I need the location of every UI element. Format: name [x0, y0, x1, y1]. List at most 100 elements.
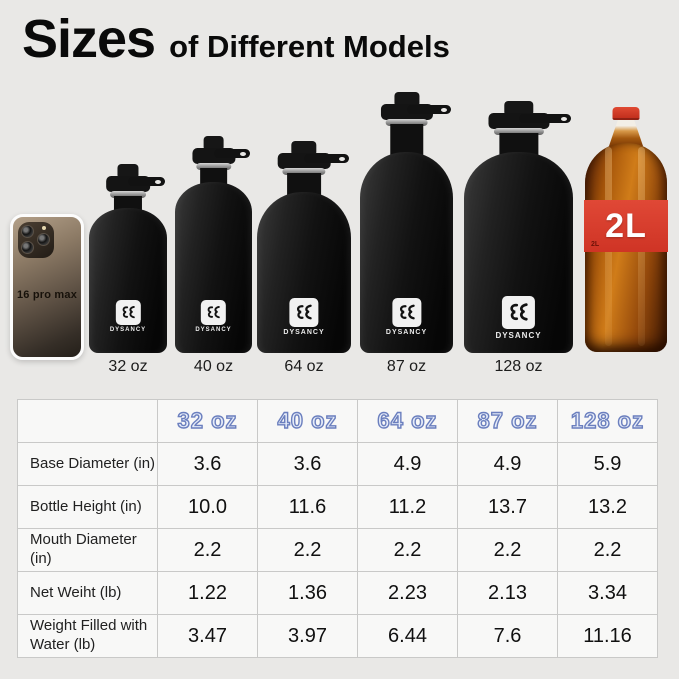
spec-row-label: Base Diameter (in): [17, 442, 158, 486]
spec-col-header: 64 oz: [357, 399, 458, 443]
handle-hole: [240, 151, 247, 156]
bottle-size-label: 32 oz: [108, 358, 148, 375]
spec-value: 1.36: [257, 571, 358, 615]
spec-value: 13.2: [557, 485, 658, 529]
spec-value: 3.6: [257, 442, 358, 486]
brand-logo-icon: [510, 302, 528, 321]
bottle-rim: [493, 128, 544, 135]
spec-row: Bottle Height (in) 10.0 11.6 11.2 13.7 13.2: [17, 485, 658, 529]
spec-row-label: Net Weiht (lb): [17, 571, 158, 615]
bottle-body: [89, 208, 167, 353]
title-main: Sizes: [22, 9, 156, 69]
spec-value: 3.6: [157, 442, 258, 486]
spec-col-header: 128 oz: [557, 399, 658, 443]
spec-value: 4.9: [357, 442, 458, 486]
bottle-cap-handle: [406, 105, 452, 114]
phone-size-reference: 16 pro max: [10, 214, 84, 360]
phone-model-label: 16 pro max: [16, 289, 78, 301]
bottle-spout: [203, 136, 224, 149]
handle-hole: [339, 156, 346, 161]
bottle-size-label: 128 oz: [494, 358, 543, 375]
brand-logo: DYSANCY: [495, 295, 542, 340]
brand-name-text: DYSANCY: [495, 330, 542, 340]
spec-value: 11.6: [257, 485, 358, 529]
bottle-32oz: DYSANCY: [89, 164, 167, 353]
spec-value: 3.47: [157, 614, 258, 658]
brand-logo: DYSANCY: [385, 297, 428, 336]
bottle-40oz: DYSANCY: [175, 136, 252, 353]
camera-lens-icon: [21, 241, 34, 254]
spec-col-header: 87 oz: [457, 399, 558, 443]
brand-logo: DYSANCY: [195, 299, 232, 333]
spec-value: 13.7: [457, 485, 558, 529]
spec-value: 4.9: [457, 442, 558, 486]
brand-logo-icon: [207, 305, 220, 318]
handle-hole: [441, 107, 448, 112]
spec-header-row: 32 oz 40 oz 64 oz 87 oz 128 oz: [17, 399, 658, 443]
bottle-cap-handle: [213, 149, 251, 158]
spec-row-label: Weight Filled with Water (lb): [17, 614, 158, 658]
handle-hole: [155, 179, 162, 184]
spec-value: 11.2: [357, 485, 458, 529]
bottle-rim: [385, 119, 428, 126]
camera-lens-icon: [21, 225, 34, 238]
bottle-size-label: 40 oz: [193, 358, 234, 375]
bottle-cap-handle: [128, 177, 166, 186]
title-suffix: of Different Models: [169, 29, 450, 64]
bottle-cap-handle: [518, 114, 571, 123]
bottle-87oz: DYSANCY: [360, 92, 453, 353]
spec-row-label: Bottle Height (in): [17, 485, 158, 529]
spec-table: 32 oz 40 oz 64 oz 87 oz 128 oz Base Diameter …: [17, 399, 658, 658]
cola-bottle-size-reference: 2L 2L: [584, 107, 668, 352]
brand-logo: DYSANCY: [109, 299, 147, 333]
spec-value: 10.0: [157, 485, 258, 529]
spec-row: Base Diameter (in) 3.6 3.6 4.9 4.9 5.9: [17, 442, 658, 486]
brand-logo-square: [391, 297, 421, 327]
spec-row: Net Weiht (lb) 1.22 1.36 2.23 2.13 3.34: [17, 571, 658, 615]
brand-logo-icon: [122, 305, 135, 318]
spec-value: 2.2: [257, 528, 358, 572]
bottle-64oz: DYSANCY: [257, 141, 351, 353]
spec-value: 2.2: [357, 528, 458, 572]
bottle-rim: [195, 163, 232, 170]
spec-row-label: Mouth Diameter (in): [17, 528, 158, 572]
cola-cap: [612, 107, 640, 120]
spec-value: 2.2: [457, 528, 558, 572]
spec-value: 6.44: [357, 614, 458, 658]
bottle-spout: [503, 101, 534, 114]
bottle-body: [175, 182, 252, 353]
bottle-cap-handle: [304, 154, 350, 163]
brand-name-text: DYSANCY: [109, 326, 147, 333]
brand-name-text: DYSANCY: [195, 326, 232, 333]
spec-corner-cell: [17, 399, 158, 443]
brand-logo-icon: [297, 304, 312, 319]
spec-value: 3.34: [557, 571, 658, 615]
spec-row: Mouth Diameter (in) 2.2 2.2 2.2 2.2 2.2: [17, 528, 658, 572]
bottle-size-label: 87 oz: [386, 358, 427, 375]
spec-value: 11.16: [557, 614, 658, 658]
brand-logo: DYSANCY: [283, 297, 325, 336]
spec-col-header: 40 oz: [257, 399, 358, 443]
brand-logo-square: [201, 299, 226, 325]
brand-logo-square: [502, 295, 535, 329]
cola-volume-label-small: 2L: [591, 241, 600, 248]
spec-row: Weight Filled with Water (lb) 3.47 3.97 6.4…: [17, 614, 658, 658]
spec-value: 2.2: [557, 528, 658, 572]
bottle-128oz: DYSANCY: [464, 101, 573, 353]
brand-logo-square: [115, 299, 141, 325]
spec-value: 7.6: [457, 614, 558, 658]
spec-value: 3.97: [257, 614, 358, 658]
bottle-rim: [282, 168, 326, 175]
spec-value: 2.23: [357, 571, 458, 615]
cola-volume-label: 2L: [605, 206, 647, 245]
brand-name-text: DYSANCY: [283, 328, 325, 336]
bottle-spout: [393, 92, 420, 105]
page-title: Sizes of Different Models: [22, 8, 450, 70]
spec-value: 5.9: [557, 442, 658, 486]
cola-label-band: 2L 2L: [584, 200, 668, 252]
brand-logo-icon: [399, 304, 415, 319]
brand-name-text: DYSANCY: [385, 328, 428, 336]
spec-col-header: 32 oz: [157, 399, 258, 443]
brand-logo-square: [289, 297, 319, 327]
